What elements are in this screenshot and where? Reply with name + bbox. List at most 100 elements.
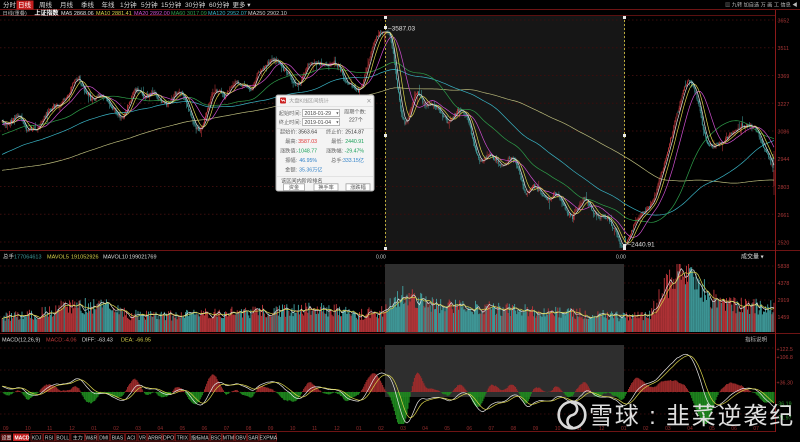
- svg-text:0.00: 0.00: [376, 255, 386, 261]
- svg-text:3563.64: 3563.64: [298, 130, 317, 136]
- svg-text:199021769: 199021769: [129, 255, 157, 261]
- svg-text:周线: 周线: [39, 0, 53, 9]
- svg-text:03: 03: [665, 426, 671, 432]
- svg-text:09: 09: [268, 426, 274, 432]
- svg-text:更多 ▾: 更多 ▾: [233, 0, 252, 9]
- svg-text:日线(重叠): 日线(重叠): [3, 9, 27, 17]
- svg-text:–2440.91: –2440.91: [628, 242, 655, 249]
- svg-text:06: 06: [467, 426, 473, 432]
- svg-text:该区间内阶段排名: 该区间内阶段排名: [281, 177, 323, 185]
- svg-text:▥ 九转 加自选 万 画 工 信息 ◀: ▥ 九转 加自选 万 画 工 信息 ◀: [725, 1, 797, 9]
- svg-text:11: 11: [47, 426, 52, 432]
- svg-text:上证指数: 上证指数: [35, 9, 60, 17]
- svg-text:2019-01-04: 2019-01-04: [305, 120, 332, 126]
- svg-text:2661: 2661: [778, 213, 790, 219]
- svg-text:▾: ▾: [336, 120, 339, 125]
- svg-text:涨跌幅:: 涨跌幅:: [326, 147, 343, 155]
- svg-text:5838: 5838: [778, 264, 790, 270]
- svg-text:MAVOL10: MAVOL10: [103, 255, 128, 261]
- svg-text:+106.8: +106.8: [777, 355, 793, 361]
- svg-text:191052926: 191052926: [71, 255, 99, 261]
- svg-text:09: 09: [533, 426, 539, 432]
- svg-text:04: 04: [422, 426, 428, 432]
- svg-text:4378: 4378: [778, 281, 790, 287]
- svg-text:01: 01: [91, 426, 97, 432]
- svg-text:15分钟: 15分钟: [161, 0, 182, 9]
- svg-text:MACD(12,26,9): MACD(12,26,9): [2, 338, 40, 344]
- svg-text:3587.03: 3587.03: [298, 139, 317, 145]
- svg-text:-71.97: -71.97: [777, 416, 792, 422]
- svg-text:–3587.03: –3587.03: [388, 26, 415, 33]
- svg-text:终止时间:: 终止时间:: [279, 118, 301, 126]
- svg-text:资金: 资金: [289, 183, 300, 191]
- svg-text:换手率: 换手率: [318, 183, 334, 191]
- svg-text:2520: 2520: [778, 241, 790, 247]
- svg-text:3369: 3369: [778, 74, 790, 80]
- svg-text:227个: 227个: [349, 117, 364, 124]
- svg-text:1459: 1459: [778, 315, 790, 321]
- svg-text:MA5 2868.06: MA5 2868.06: [61, 11, 94, 17]
- svg-text:05: 05: [709, 426, 715, 432]
- svg-text:2919: 2919: [778, 298, 790, 304]
- svg-text:46.95%: 46.95%: [299, 158, 317, 164]
- svg-text:MAVOL5: MAVOL5: [47, 255, 69, 261]
- svg-text:MTM: MTM: [223, 435, 234, 441]
- svg-text:05: 05: [444, 426, 450, 432]
- svg-text:MA20 2892.00: MA20 2892.00: [134, 11, 170, 17]
- svg-text:BOLL: BOLL: [56, 435, 69, 441]
- svg-text:ARBR: ARBR: [148, 435, 162, 441]
- svg-text:-4.06: -4.06: [64, 338, 77, 344]
- svg-text:最高:: 最高:: [285, 137, 297, 145]
- svg-text:03: 03: [400, 426, 406, 432]
- svg-text:08: 08: [246, 426, 252, 432]
- svg-text:07: 07: [489, 426, 495, 432]
- svg-text:05: 05: [180, 426, 186, 432]
- svg-text:分时: 分时: [3, 0, 17, 9]
- svg-text:02: 02: [113, 426, 119, 432]
- svg-text:04: 04: [158, 426, 164, 432]
- svg-text:06: 06: [731, 426, 737, 432]
- svg-text:01: 01: [621, 426, 627, 432]
- svg-text:指标MA: 指标MA: [191, 434, 209, 441]
- svg-text:+122.5: +122.5: [777, 347, 793, 353]
- svg-text:主力: 主力: [73, 434, 83, 441]
- svg-text:07: 07: [753, 426, 759, 432]
- svg-text:10: 10: [25, 426, 31, 432]
- svg-text:177064613: 177064613: [14, 255, 42, 261]
- svg-text:ACI: ACI: [127, 435, 135, 441]
- svg-text:▾: ▾: [336, 111, 339, 116]
- svg-text:雪球 : 韭菜逆袭纪: 雪球 : 韭菜逆袭纪: [589, 403, 795, 430]
- svg-text:07: 07: [224, 426, 230, 432]
- svg-text:起始时间:: 起始时间:: [279, 109, 301, 117]
- svg-text:60分钟: 60分钟: [209, 0, 230, 9]
- svg-text:设置: 设置: [2, 434, 12, 441]
- svg-text:2514.87: 2514.87: [345, 130, 364, 136]
- svg-text:10: 10: [555, 426, 561, 432]
- svg-text:30分钟: 30分钟: [185, 0, 206, 9]
- svg-text:+36.30: +36.30: [777, 381, 793, 387]
- svg-text:12: 12: [599, 426, 605, 432]
- svg-text:10: 10: [290, 426, 296, 432]
- svg-text:总手: 总手: [3, 253, 15, 261]
- svg-text:DMI: DMI: [99, 435, 108, 441]
- svg-text:02: 02: [378, 426, 384, 432]
- svg-text:VR: VR: [139, 435, 146, 441]
- svg-text:0.00: 0.00: [616, 255, 626, 261]
- svg-text:金额:: 金额:: [285, 166, 297, 174]
- svg-text:-36.19: -36.19: [777, 402, 792, 408]
- svg-text:OBV: OBV: [236, 435, 247, 441]
- svg-text:起始价:: 起始价:: [280, 128, 297, 136]
- svg-text:06: 06: [202, 426, 208, 432]
- svg-text:02: 02: [643, 426, 649, 432]
- svg-text:振幅:: 振幅:: [285, 156, 297, 164]
- svg-text:涨跌值:: 涨跌值:: [280, 147, 297, 155]
- svg-text:MA60 3017.09: MA60 3017.09: [171, 11, 207, 17]
- svg-text:终止价:: 终止价:: [326, 128, 343, 136]
- svg-text:5分钟: 5分钟: [141, 0, 158, 9]
- svg-text:日线: 日线: [18, 0, 32, 9]
- svg-text:×: ×: [367, 97, 372, 106]
- svg-text:MACD:: MACD:: [46, 338, 64, 344]
- svg-text:DEA: -66.95: DEA: -66.95: [121, 338, 151, 344]
- svg-text:TRIX: TRIX: [177, 435, 189, 441]
- svg-text:DIFF: -63.43: DIFF: -63.43: [82, 338, 113, 344]
